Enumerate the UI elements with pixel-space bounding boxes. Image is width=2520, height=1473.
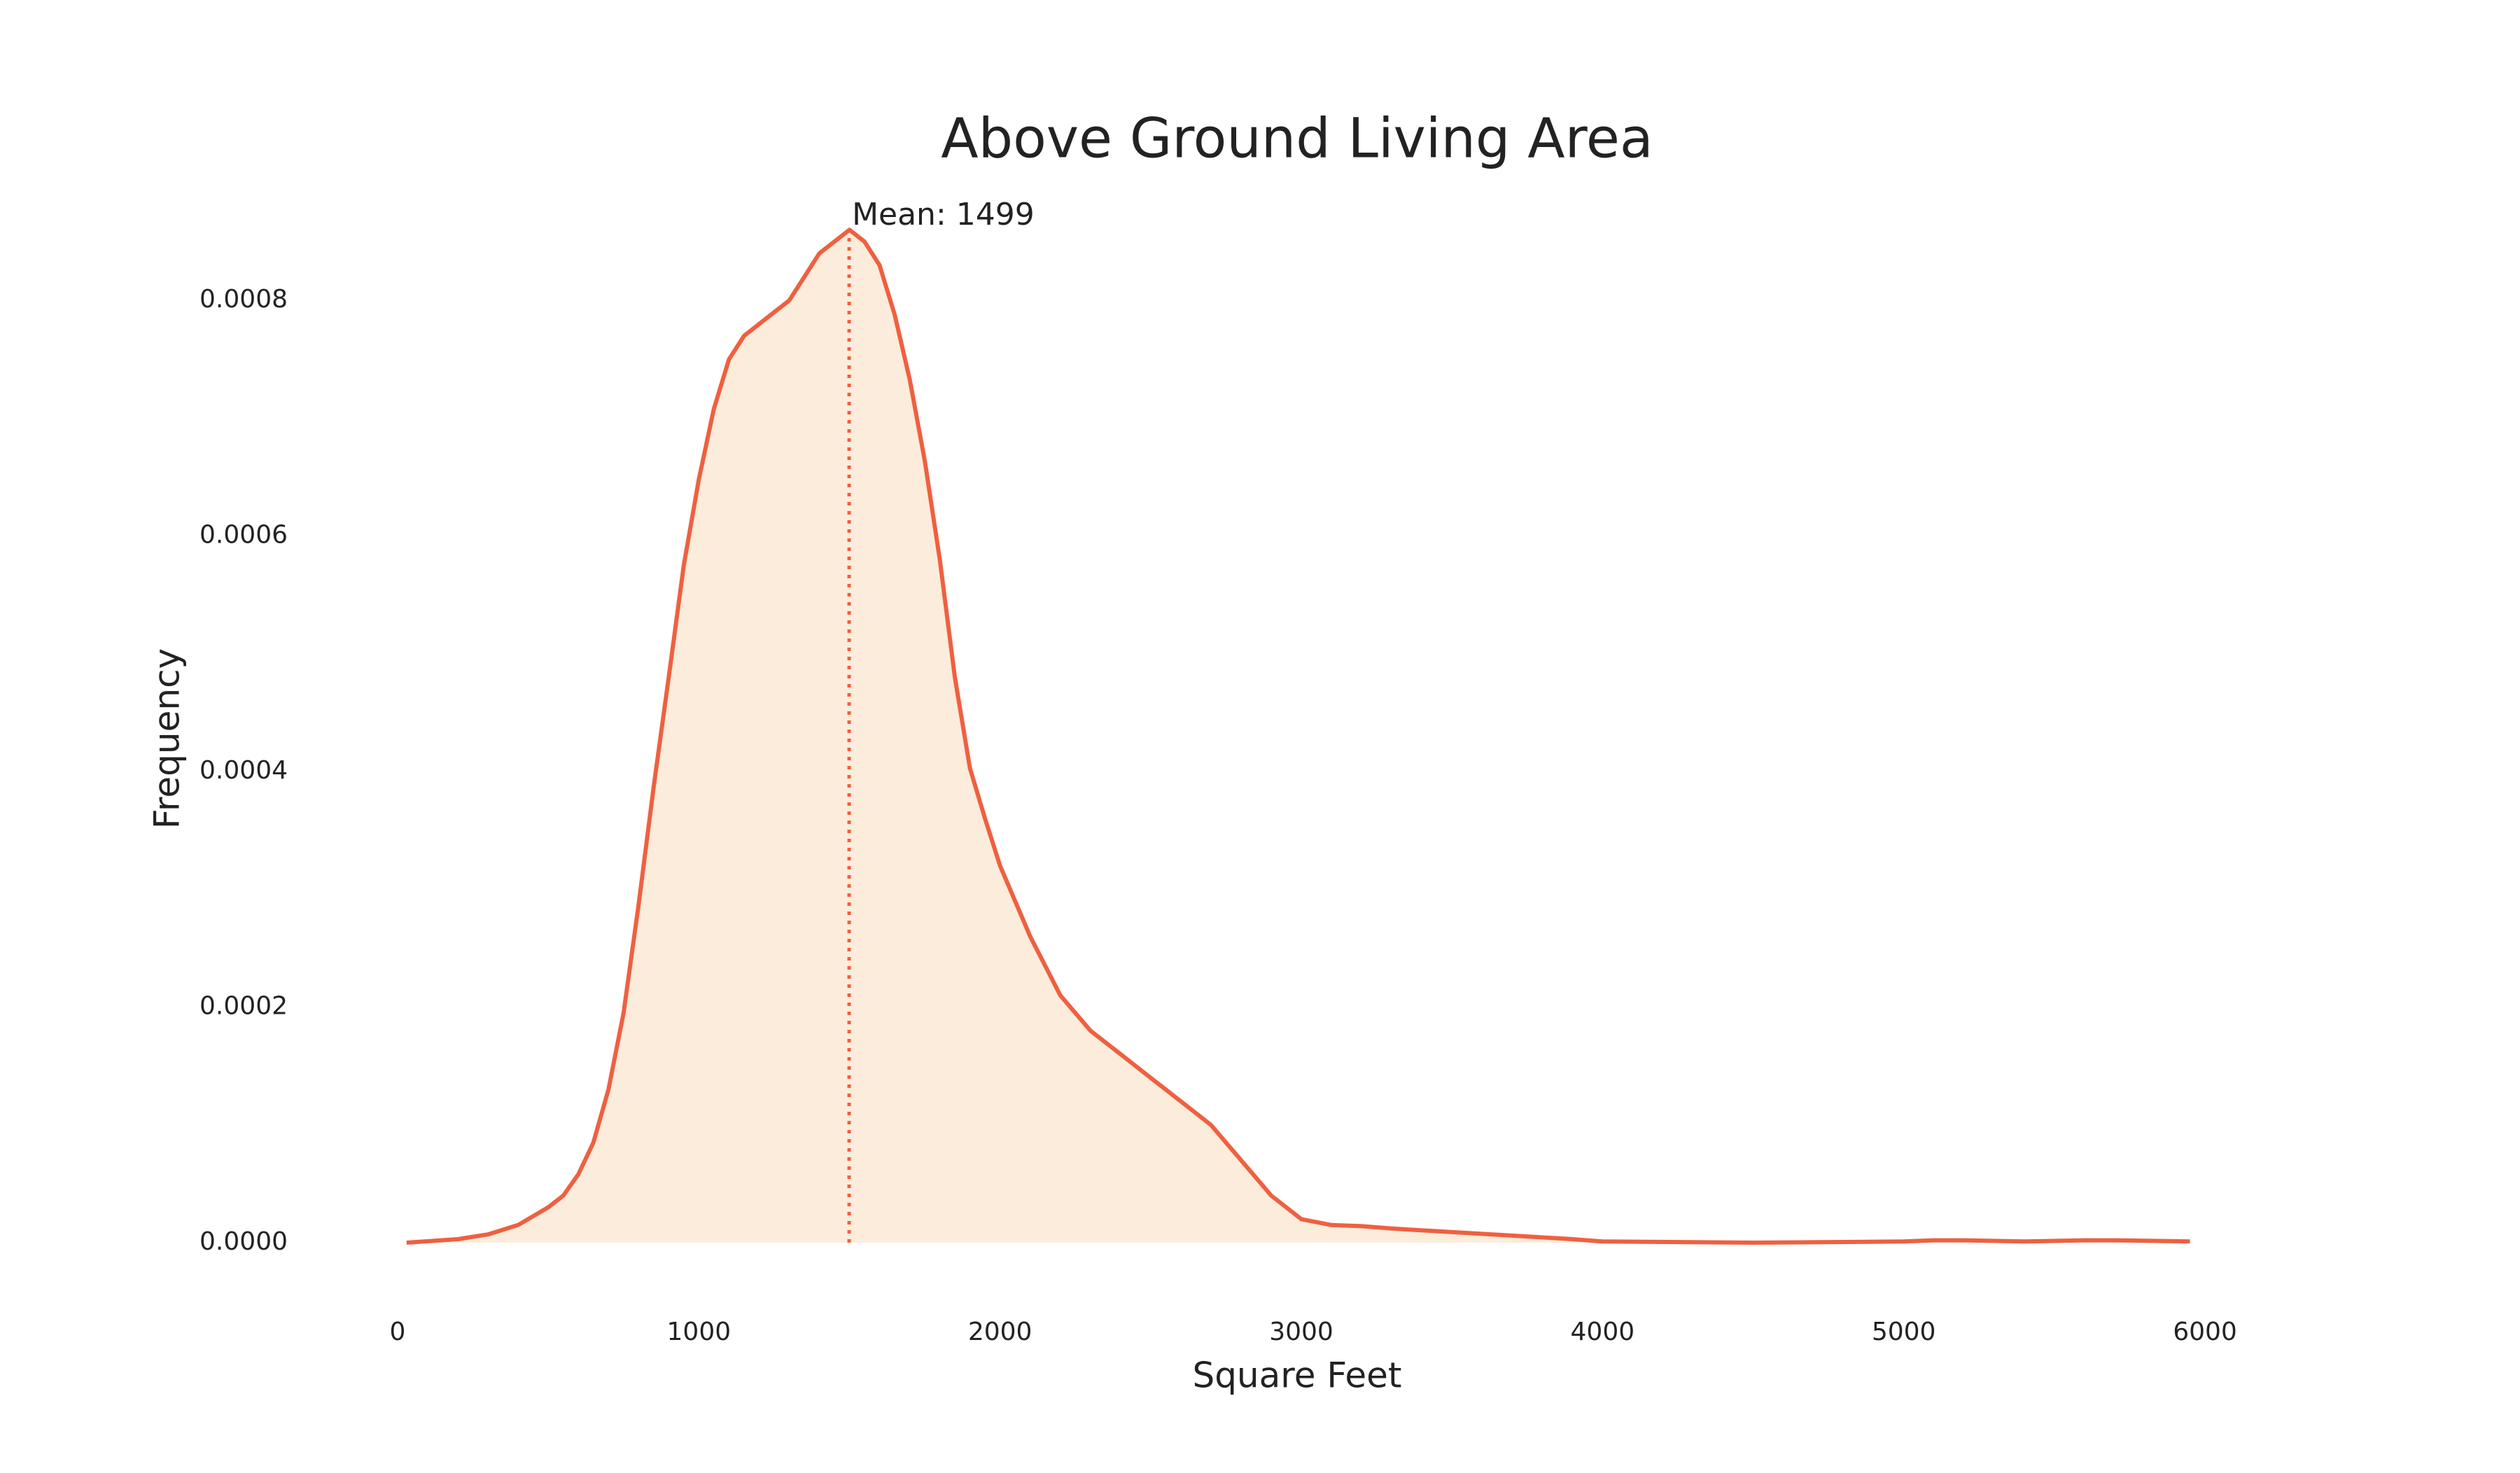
x-tick-label: 0 — [390, 1318, 406, 1346]
x-tick-label: 2000 — [968, 1318, 1032, 1346]
x-tick-label: 1000 — [667, 1318, 732, 1346]
x-axis-label: Square Feet — [1192, 1355, 1401, 1396]
y-tick-label: 0.0006 — [200, 521, 288, 550]
x-tick-label: 5000 — [1872, 1318, 1936, 1346]
x-tick-label: 3000 — [1269, 1318, 1334, 1346]
y-tick-label: 0.0002 — [200, 992, 288, 1021]
y-tick-label: 0.0004 — [200, 756, 288, 785]
y-tick-label: 0.0008 — [200, 285, 288, 314]
x-tick-label: 6000 — [2173, 1318, 2237, 1346]
density-area — [406, 230, 2190, 1243]
y-axis-label: Frequency — [147, 648, 188, 829]
chart-title: Above Ground Living Area — [941, 107, 1653, 170]
mean-label: Mean: 1499 — [852, 197, 1035, 232]
x-tick-label: 4000 — [1571, 1318, 1635, 1346]
density-line — [406, 228, 2190, 1245]
y-tick-label: 0.0000 — [200, 1227, 288, 1256]
